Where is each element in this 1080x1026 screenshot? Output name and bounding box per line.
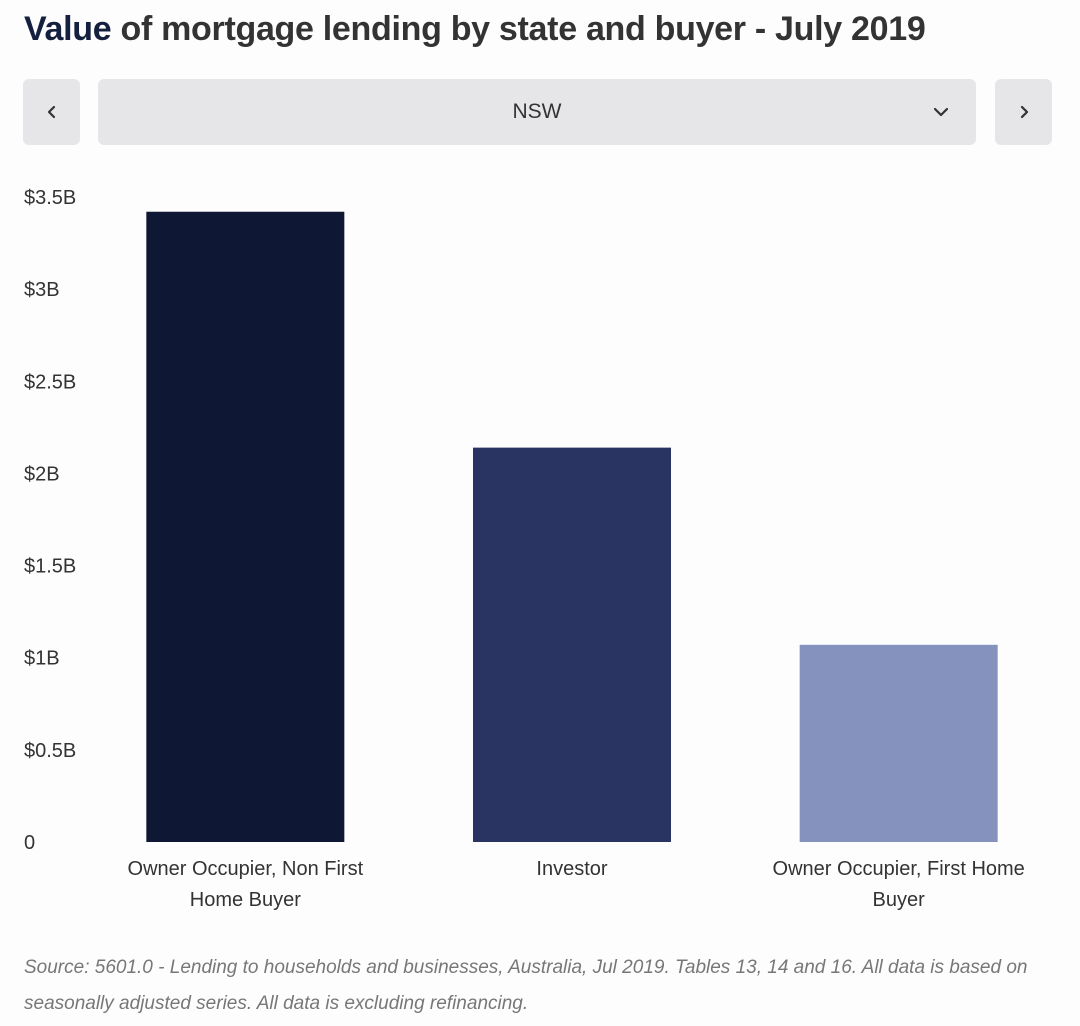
x-tick-label: Buyer: [873, 889, 926, 911]
chart-title: Value of mortgage lending by state and b…: [24, 10, 926, 49]
bar: [146, 211, 345, 842]
bar: [799, 644, 998, 842]
x-tick-label: Owner Occupier, Non First: [128, 858, 364, 880]
source-note: Source: 5601.0 - Lending to households a…: [24, 957, 1028, 1014]
y-tick-label: $2B: [24, 463, 60, 485]
chart-title-accent: Value: [24, 10, 112, 48]
state-select-value: NSW: [512, 100, 562, 123]
y-tick-label: $3.5B: [24, 187, 76, 209]
bar: [473, 447, 671, 842]
x-tick-label: Owner Occupier, First Home: [773, 858, 1025, 880]
chevron-right-icon: [1020, 105, 1028, 119]
chart-title-rest: of mortgage lending by state and buyer -…: [111, 10, 926, 48]
y-axis: 0 $0.5B $1B $1.5B $2B $2.5B $3B $3.5B: [24, 187, 76, 854]
chevron-down-icon: [933, 107, 949, 117]
state-select[interactable]: NSW: [98, 79, 976, 145]
next-state-button[interactable]: [995, 79, 1052, 145]
chevron-left-icon: [47, 105, 55, 119]
x-tick-label: Investor: [536, 858, 607, 880]
bars: [146, 211, 998, 842]
x-axis: Owner Occupier, Non First Home Buyer Inves…: [128, 858, 1025, 911]
y-tick-label: $1.5B: [24, 556, 76, 578]
y-tick-label: $2.5B: [24, 371, 76, 393]
y-tick-label: $1B: [24, 648, 60, 670]
previous-state-button[interactable]: [23, 79, 80, 145]
bar-chart: 0 $0.5B $1B $1.5B $2B $2.5B $3B $3.5B Owner Occ…: [24, 187, 1025, 911]
y-tick-label: $3B: [24, 279, 60, 301]
y-tick-label: 0: [24, 832, 35, 854]
x-tick-label: Home Buyer: [190, 889, 301, 911]
y-tick-label: $0.5B: [24, 740, 76, 762]
